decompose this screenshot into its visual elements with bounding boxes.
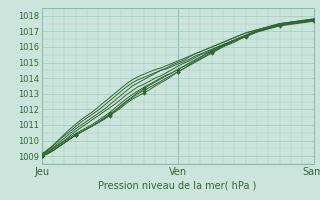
- X-axis label: Pression niveau de la mer( hPa ): Pression niveau de la mer( hPa ): [99, 181, 257, 191]
